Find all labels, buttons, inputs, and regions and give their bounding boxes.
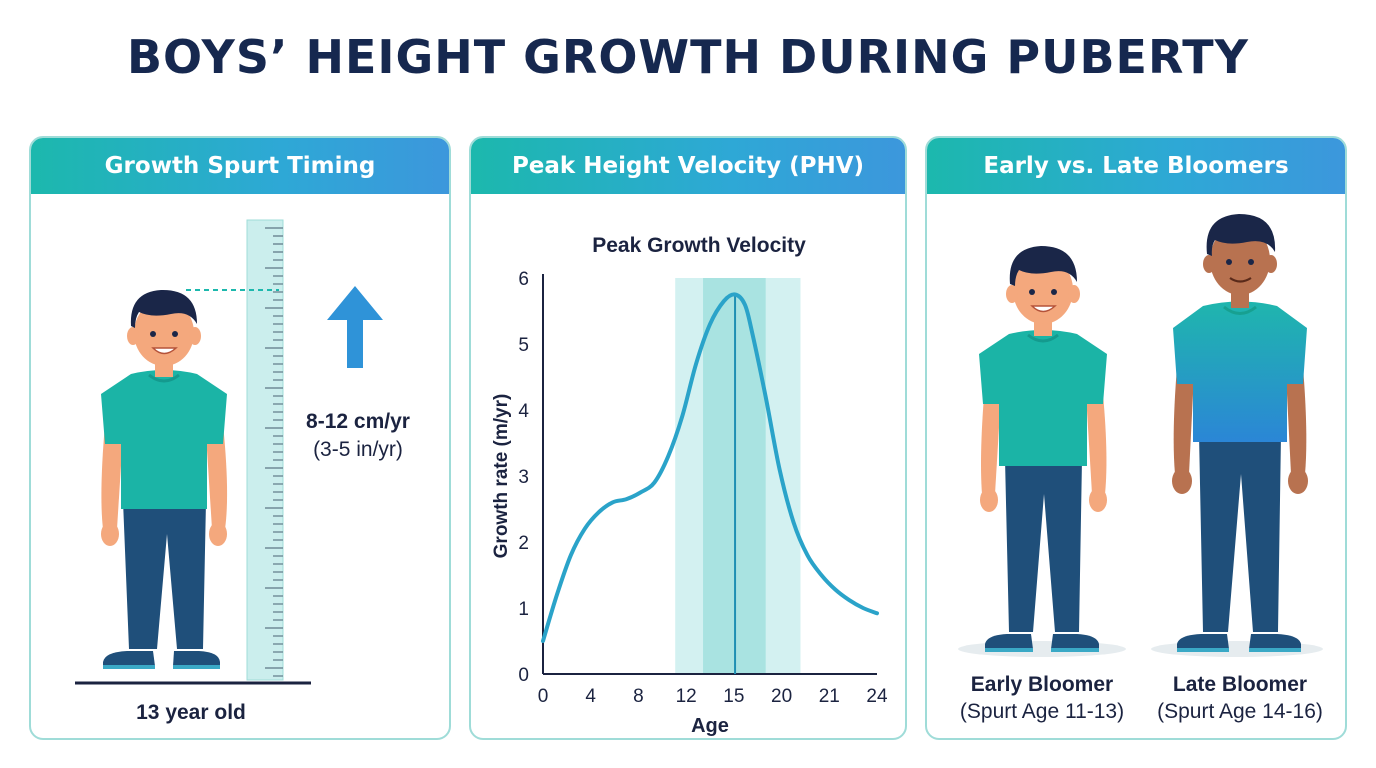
x-tick-label: 4	[585, 686, 596, 707]
early-bloomer-label: Early Bloomer	[970, 673, 1114, 696]
y-tick-label: 1	[518, 599, 529, 620]
arrow-up-icon	[327, 286, 383, 368]
y-tick-label: 3	[518, 467, 529, 488]
timing-illustration	[75, 219, 383, 685]
x-tick-label: 8	[633, 686, 644, 707]
age-caption: 13 year old	[136, 701, 246, 724]
growth-velocity-curve	[541, 292, 879, 643]
panel-header-bloomers: Early vs. Late Bloomers	[927, 138, 1345, 194]
panel-header-timing: Growth Spurt Timing	[31, 138, 449, 194]
x-tick-label: 20	[771, 686, 792, 707]
early-bloomer-range: (Spurt Age 11-13)	[959, 700, 1125, 723]
chart-title: Peak Growth Velocity	[592, 234, 806, 257]
late-bloomer-range: (Spurt Age 14-16)	[1157, 700, 1323, 723]
x-tick-label: 12	[676, 686, 697, 707]
y-tick-label: 5	[518, 335, 529, 356]
peak-height-velocity-panel: Peak Height Velocity (PHV) Peak Growth V…	[469, 136, 907, 740]
x-tick-label: 0	[538, 686, 549, 707]
bloomers-illustration	[958, 214, 1323, 657]
x-axis-label: Age	[691, 715, 729, 737]
height-ruler	[246, 219, 284, 681]
y-axis-label: Growth rate (m/yr)	[491, 394, 512, 559]
early-late-bloomers-panel: Early vs. Late Bloomers	[925, 136, 1347, 740]
early-bloomer-figure	[979, 246, 1107, 652]
late-bloomer-label: Late Bloomer	[1172, 673, 1308, 696]
page-title: BOYS’ HEIGHT GROWTH DURING PUBERTY	[127, 30, 1249, 84]
x-tick-label: 21	[819, 686, 840, 707]
x-tick-label: 15	[723, 686, 744, 707]
growth-spurt-timing-panel: Growth Spurt Timing	[29, 136, 451, 740]
y-tick-label: 0	[518, 665, 529, 686]
y-tick-label: 4	[518, 401, 529, 422]
late-bloomer-figure	[1172, 214, 1308, 652]
y-tick-label: 6	[518, 269, 529, 290]
x-tick-label: 24	[866, 686, 888, 707]
growth-rate-imperial: (3-5 in/yr)	[313, 438, 403, 461]
y-tick-label: 2	[518, 533, 529, 554]
boy-figure	[101, 289, 228, 669]
growth-rate-metric: 8-12 cm/yr	[306, 410, 410, 433]
panel-header-phv: Peak Height Velocity (PHV)	[471, 138, 905, 194]
